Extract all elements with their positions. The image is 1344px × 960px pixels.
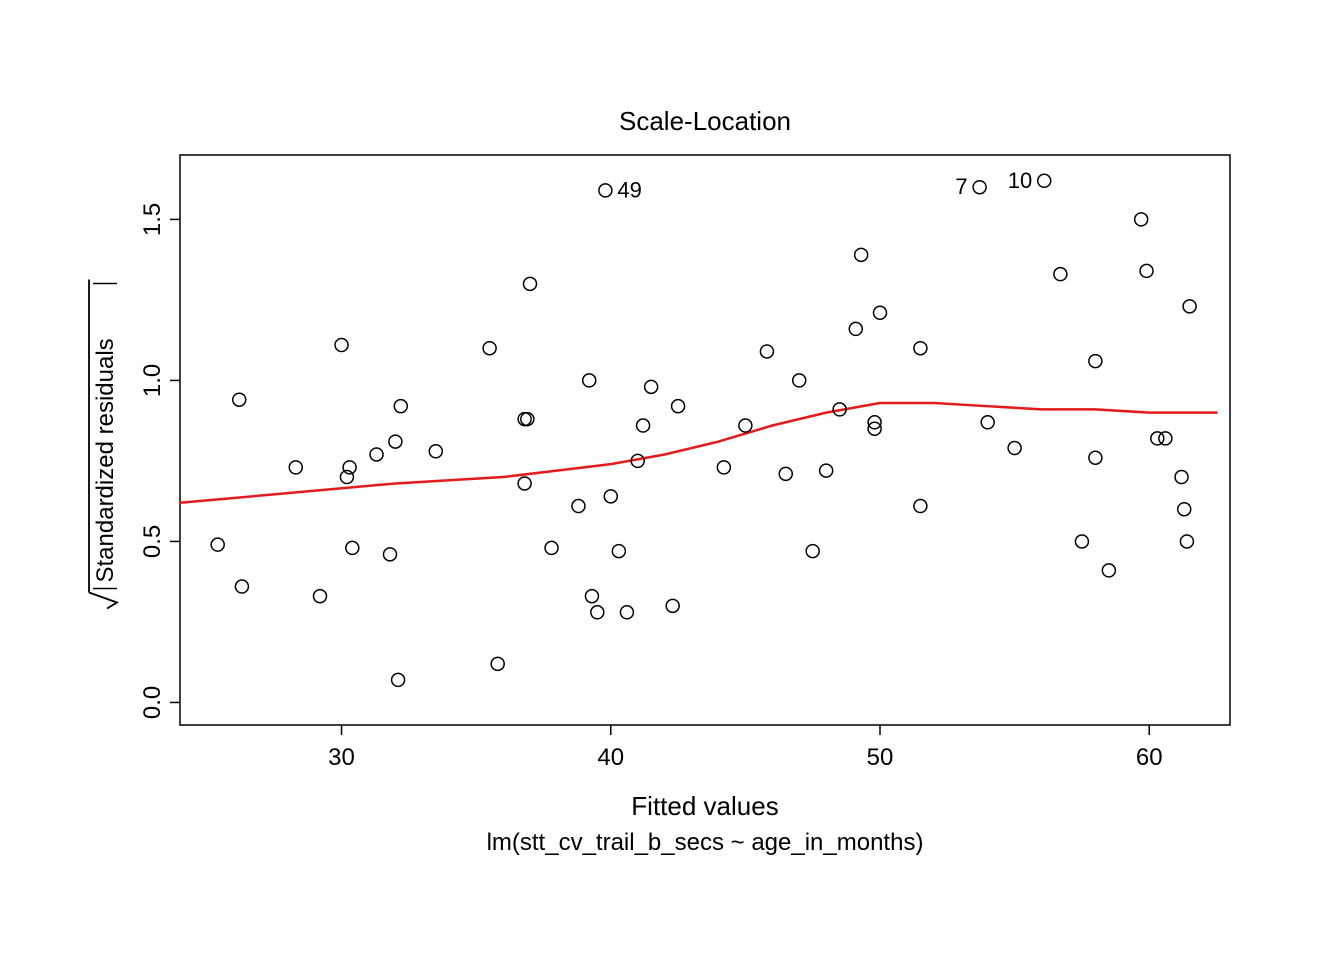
- radical-sign: [89, 593, 117, 609]
- y-axis-label-text: Standardized residuals: [92, 338, 119, 582]
- y-axis-label: Standardized residuals: [89, 280, 119, 609]
- chart-subtitle: lm(stt_cv_trail_b_secs ~ age_in_months): [487, 829, 924, 856]
- y-tick-label: 0.0: [139, 686, 166, 719]
- x-axis-label: Fitted values: [631, 791, 778, 821]
- y-tick-label: 0.5: [139, 525, 166, 558]
- chart-svg: 30 40 50 60 0.0 0.5 1.0 1.5 Scale-Location Fitted…: [0, 0, 1344, 960]
- outlier-label: 10: [1008, 168, 1032, 193]
- x-tick-label: 60: [1136, 744, 1163, 771]
- x-tick-label: 40: [597, 744, 624, 771]
- plot-area: [180, 155, 1230, 725]
- chart-title: Scale-Location: [619, 106, 791, 136]
- scale-location-chart: 30 40 50 60 0.0 0.5 1.0 1.5 Scale-Location Fitted…: [0, 0, 1344, 960]
- y-tick-label: 1.0: [139, 364, 166, 397]
- y-tick-label: 1.5: [139, 203, 166, 236]
- outlier-label: 49: [617, 177, 641, 202]
- x-tick-label: 30: [328, 744, 355, 771]
- x-tick-label: 50: [867, 744, 894, 771]
- outlier-label: 7: [955, 174, 967, 199]
